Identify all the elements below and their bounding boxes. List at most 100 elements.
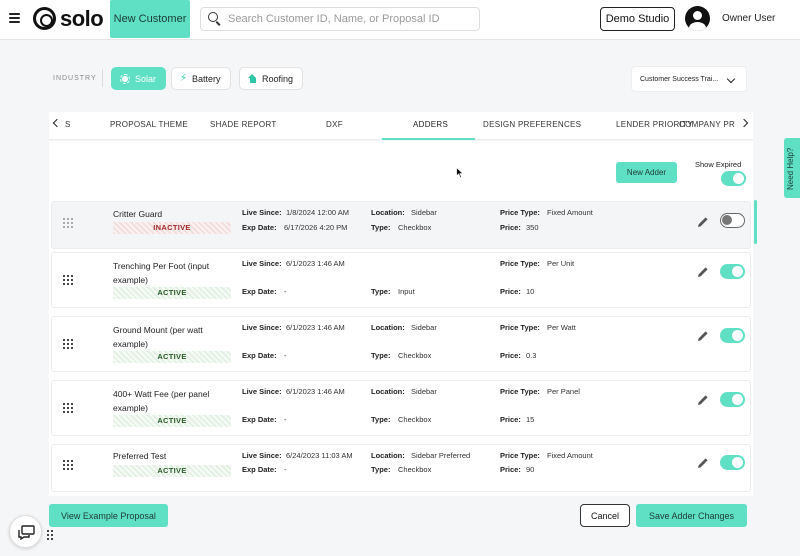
- live-since-value: 6/1/2023 1:46 AM: [286, 387, 345, 396]
- status-badge: INACTIVE: [113, 222, 231, 234]
- logo-mark: [33, 7, 56, 30]
- bolt-icon: ⚡︎: [180, 73, 188, 84]
- price-type-label: Price Type:: [500, 387, 540, 396]
- new-customer-button[interactable]: New Customer: [110, 0, 190, 38]
- active-tab-indicator: [382, 138, 475, 140]
- price-type-value: Per Panel: [547, 387, 580, 396]
- tab-dxf[interactable]: DXF: [326, 120, 343, 129]
- tab-partial-left[interactable]: S: [65, 120, 71, 129]
- price-type-value: Fixed Amount: [547, 451, 593, 460]
- drag-handle-icon[interactable]: [63, 218, 73, 228]
- tab-adders[interactable]: ADDERS: [413, 120, 449, 129]
- status-badge: ACTIVE: [113, 465, 231, 477]
- exp-date-label: Exp Date:: [242, 351, 277, 360]
- chevron-right-icon[interactable]: [739, 118, 749, 128]
- type-value: Checkbox: [398, 351, 432, 360]
- location-value: Sidebar: [411, 208, 437, 217]
- location-label: Location:: [371, 451, 405, 460]
- search-box[interactable]: [200, 7, 480, 31]
- exp-date-value: -: [284, 465, 287, 474]
- chevron-left-icon[interactable]: [52, 118, 62, 128]
- drag-handle-icon[interactable]: [47, 530, 53, 540]
- type-label: Type:: [371, 415, 391, 424]
- price-type-value: Fixed Amount: [547, 208, 593, 217]
- type-label: Type:: [371, 223, 391, 232]
- type-label: Type:: [371, 465, 391, 474]
- logo-text: solo: [60, 5, 104, 31]
- industry-solar[interactable]: Solar: [111, 67, 167, 90]
- adder-row: 400+ Watt Fee (per panel example) ACTIVE…: [51, 380, 751, 436]
- search-icon: [208, 12, 222, 26]
- exp-date-label: Exp Date:: [242, 465, 277, 474]
- price-type-label: Price Type:: [500, 451, 540, 460]
- adder-toggle[interactable]: [720, 328, 745, 343]
- adder-toggle[interactable]: [720, 455, 745, 470]
- chat-button[interactable]: [9, 515, 42, 548]
- industry-battery[interactable]: ⚡︎ Battery: [171, 67, 231, 90]
- home-icon: [248, 73, 257, 83]
- logo[interactable]: solo: [33, 5, 104, 31]
- adder-row: Critter Guard INACTIVE Live Since: 1/8/2…: [51, 201, 751, 249]
- live-since-label: Live Since:: [242, 259, 282, 268]
- edit-icon[interactable]: [696, 265, 710, 279]
- demo-studio-button[interactable]: Demo Studio: [600, 7, 675, 31]
- type-value: Checkbox: [398, 465, 432, 474]
- location-label: Location:: [371, 387, 405, 396]
- industry-roofing[interactable]: Roofing: [239, 67, 304, 90]
- adder-name: Critter Guard: [113, 209, 163, 219]
- status-badge: ACTIVE: [113, 351, 231, 363]
- cancel-button[interactable]: Cancel: [580, 504, 630, 527]
- scrollbar[interactable]: [754, 200, 757, 244]
- template-select[interactable]: Customer Success Trai...: [631, 66, 747, 92]
- edit-icon[interactable]: [696, 456, 710, 470]
- exp-date-value: -: [284, 415, 287, 424]
- edit-icon[interactable]: [696, 215, 710, 229]
- live-since-label: Live Since:: [242, 451, 282, 460]
- status-badge: ACTIVE: [113, 287, 231, 299]
- location-label: Location:: [371, 208, 405, 217]
- adder-toggle[interactable]: [720, 213, 745, 228]
- live-since-value: 1/8/2024 12:00 AM: [286, 208, 349, 217]
- adder-name: 400+ Watt Fee (per panel example): [113, 389, 210, 413]
- show-expired-toggle[interactable]: [721, 171, 746, 186]
- live-since-value: 6/1/2023 1:46 AM: [286, 259, 345, 268]
- edit-icon[interactable]: [696, 329, 710, 343]
- tab-shade-report[interactable]: SHADE REPORT: [210, 120, 277, 129]
- live-since-value: 6/1/2023 1:46 AM: [286, 323, 345, 332]
- location-value: Sidebar Preferred: [411, 451, 471, 460]
- adder-toggle[interactable]: [720, 264, 745, 279]
- need-help-tab[interactable]: Need Help?: [784, 138, 800, 198]
- adder-name: Preferred Test: [113, 451, 167, 461]
- price-value: 0.3: [526, 351, 537, 360]
- new-adder-button[interactable]: New Adder: [616, 162, 677, 183]
- drag-handle-icon[interactable]: [63, 339, 73, 349]
- tab-company-priority[interactable]: COMPANY PRI: [679, 120, 735, 129]
- user-name[interactable]: Owner User: [722, 13, 776, 24]
- price-value: 90: [526, 465, 535, 474]
- type-value: Input: [398, 287, 415, 296]
- drag-handle-icon[interactable]: [63, 403, 73, 413]
- type-value: Checkbox: [398, 223, 432, 232]
- adder-toggle[interactable]: [720, 392, 745, 407]
- industry-battery-label: Battery: [192, 73, 221, 84]
- tab-design-preferences[interactable]: DESIGN PREFERENCES: [483, 120, 582, 129]
- edit-icon[interactable]: [696, 393, 710, 407]
- status-badge: ACTIVE: [113, 415, 231, 427]
- tab-proposal-theme[interactable]: PROPOSAL THEME: [110, 120, 188, 129]
- drag-handle-icon[interactable]: [63, 460, 73, 470]
- exp-date-value: 6/17/2026 4:20 PM: [284, 223, 348, 232]
- menu-icon[interactable]: [9, 13, 20, 23]
- search-input[interactable]: [228, 13, 468, 25]
- industry-label: INDUSTRY: [53, 75, 97, 82]
- location-value: Sidebar: [411, 387, 437, 396]
- view-example-proposal-button[interactable]: View Example Proposal: [49, 504, 168, 527]
- price-label: Price:: [500, 287, 521, 296]
- price-label: Price:: [500, 465, 521, 474]
- price-value: 15: [526, 415, 535, 424]
- live-since-label: Live Since:: [242, 208, 282, 217]
- save-adder-changes-button[interactable]: Save Adder Changes: [636, 504, 747, 527]
- tab-lender-priority[interactable]: LENDER PRIORITY: [616, 120, 693, 129]
- avatar[interactable]: [685, 6, 710, 31]
- price-type-label: Price Type:: [500, 323, 540, 332]
- drag-handle-icon[interactable]: [63, 275, 73, 285]
